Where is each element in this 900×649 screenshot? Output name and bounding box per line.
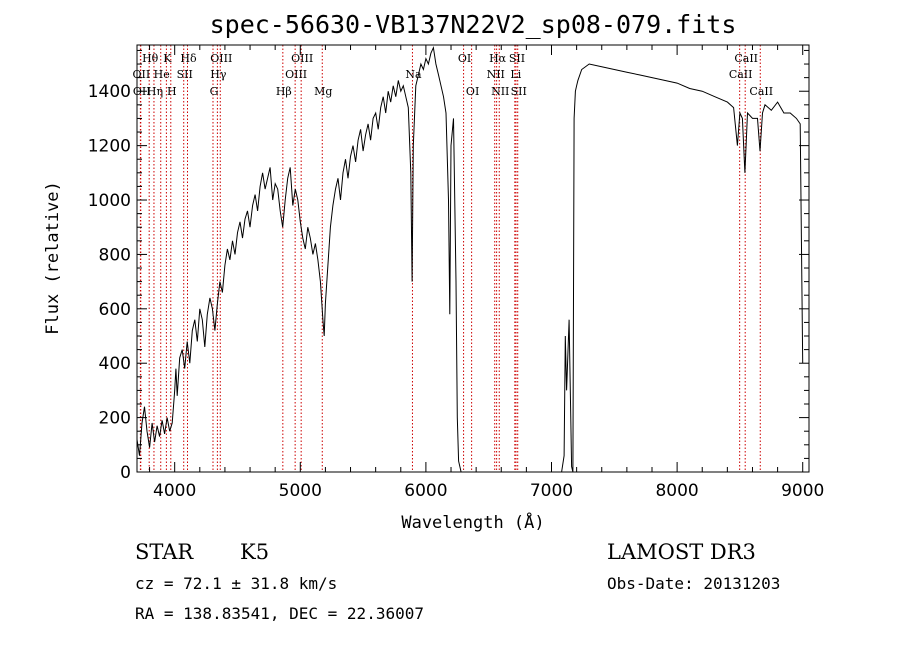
line-marker-label: OI [458, 52, 471, 65]
line-marker-label: NII [491, 85, 509, 98]
line-marker-label: NII [487, 68, 505, 81]
line-marker-label: SII [511, 85, 527, 98]
chart-title: spec-56630-VB137N22V2_sp08-079.fits [210, 10, 737, 39]
x-tick-label: 5000 [279, 481, 322, 501]
line-marker-label: Hη [147, 85, 163, 98]
line-marker-label: He [154, 68, 170, 81]
line-marker-label: Hβ [276, 85, 292, 98]
y-tick-label: 1200 [88, 137, 131, 157]
line-marker-label: SII [509, 52, 525, 65]
y-tick-label: 1400 [88, 82, 131, 102]
line-marker-label: Li [510, 68, 521, 81]
line-marker-label: CaII [734, 52, 758, 65]
line-marker-label: Hγ [210, 68, 227, 81]
x-tick-label: 8000 [655, 481, 698, 501]
x-tick-label: 6000 [404, 481, 447, 501]
plot-frame [136, 44, 810, 473]
y-tick-label: 600 [99, 300, 131, 320]
line-marker-label: SII [177, 68, 193, 81]
survey-name: LAMOST DR3 [607, 540, 756, 564]
spectrum-line [136, 45, 804, 473]
x-tick-label: 9000 [781, 481, 824, 501]
redshift-cz: cz = 72.1 ± 31.8 km/s [135, 574, 337, 593]
line-marker-label: H [167, 85, 177, 98]
x-axis-label: Wavelength (Å) [401, 511, 544, 533]
line-marker-label: G [210, 85, 219, 98]
line-marker-label: OIII [210, 52, 232, 65]
object-class: STAR [135, 540, 194, 564]
line-marker-label: OIII [291, 52, 313, 65]
obs-date: Obs-Date: 20131203 [607, 574, 780, 593]
line-marker-label: Hα [489, 52, 507, 65]
y-tick-label: 1000 [88, 191, 131, 211]
coordinates: RA = 138.83541, DEC = 22.36007 [135, 604, 424, 623]
line-marker-label: OI [466, 85, 479, 98]
line-marker-label: Mg [314, 85, 332, 98]
line-marker-label: OII [133, 68, 151, 81]
y-tick-label: 400 [99, 354, 131, 374]
x-axis-ticks: 4000 5000 6000 7000 8000 9000 [149, 45, 824, 501]
line-marker-label: Hδ [180, 52, 197, 65]
line-marker-label: CaII [749, 85, 773, 98]
y-axis-ticks: 0 200 400 600 800 1000 1200 1400 [88, 49, 809, 483]
x-tick-label: 7000 [530, 481, 573, 501]
object-subclass: K5 [240, 540, 269, 564]
y-tick-label: 200 [99, 409, 131, 429]
line-marker-label: OIII [285, 68, 307, 81]
y-tick-label: 0 [120, 463, 131, 483]
y-axis-label: Flux (relative) [43, 181, 63, 335]
y-tick-label: 800 [99, 245, 131, 265]
line-marker-label: Hθ [142, 52, 159, 65]
line-marker-label: K [163, 52, 172, 65]
line-marker-label: CaII [729, 68, 753, 81]
x-tick-label: 4000 [153, 481, 196, 501]
